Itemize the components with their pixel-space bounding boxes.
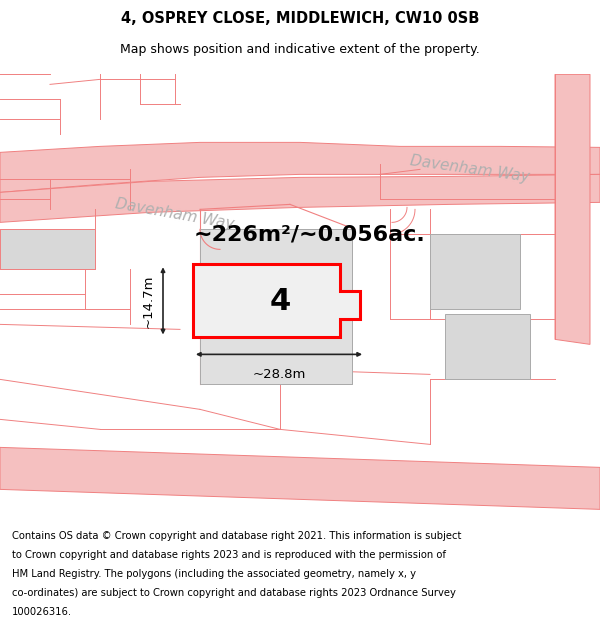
Polygon shape (555, 74, 590, 344)
Polygon shape (282, 229, 352, 384)
Text: ~14.7m: ~14.7m (142, 274, 155, 328)
Polygon shape (0, 174, 600, 222)
Text: Map shows position and indicative extent of the property.: Map shows position and indicative extent… (120, 42, 480, 56)
Text: 4: 4 (269, 287, 290, 316)
Text: Davenham Way: Davenham Way (115, 196, 236, 232)
Text: Contains OS data © Crown copyright and database right 2021. This information is : Contains OS data © Crown copyright and d… (12, 531, 461, 541)
Polygon shape (0, 448, 600, 509)
Text: ~226m²/~0.056ac.: ~226m²/~0.056ac. (194, 224, 426, 244)
Text: ~28.8m: ~28.8m (253, 368, 305, 381)
Text: 4, OSPREY CLOSE, MIDDLEWICH, CW10 0SB: 4, OSPREY CLOSE, MIDDLEWICH, CW10 0SB (121, 11, 479, 26)
Text: HM Land Registry. The polygons (including the associated geometry, namely x, y: HM Land Registry. The polygons (includin… (12, 569, 416, 579)
Polygon shape (445, 314, 530, 379)
Text: to Crown copyright and database rights 2023 and is reproduced with the permissio: to Crown copyright and database rights 2… (12, 550, 446, 560)
Text: Davenham Way: Davenham Way (409, 154, 531, 185)
Polygon shape (200, 229, 352, 384)
Polygon shape (0, 229, 95, 269)
Text: co-ordinates) are subject to Crown copyright and database rights 2023 Ordnance S: co-ordinates) are subject to Crown copyr… (12, 588, 456, 598)
Polygon shape (0, 142, 600, 192)
Polygon shape (193, 264, 360, 338)
Polygon shape (430, 234, 520, 309)
Text: 100026316.: 100026316. (12, 608, 72, 618)
